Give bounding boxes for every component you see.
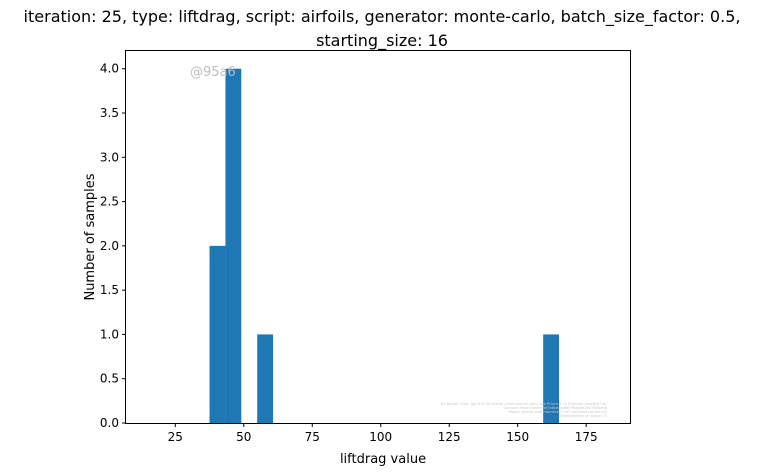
y-axis-label: Number of samples [83, 173, 98, 300]
watermark-text: @95a6 [190, 65, 236, 80]
histogram-bar-1 [225, 68, 242, 423]
fine-print-line: Contact: 9ftaf7eaeeeiAe7b8sedaaf8f7f8e48… [504, 406, 608, 410]
x-axis-ticks: 25 50 75 100 125 150 175 [168, 423, 598, 444]
x-tick-label: 100 [369, 430, 392, 444]
x-tick-label: 125 [438, 430, 461, 444]
bars-group [209, 68, 560, 423]
plot-frame [125, 50, 631, 424]
fine-print-line: By Daniel Olsen (ge 6.0754 dkinsl) u tse… [441, 402, 607, 406]
y-tick-label: 4.0 [100, 62, 119, 76]
x-tick-label: 25 [168, 430, 183, 444]
histogram-bar-0 [209, 245, 226, 423]
x-tick-label: 150 [506, 430, 529, 444]
y-axis-ticks: 0.0 0.5 1.0 1.5 2.0 2.5 3.0 3.5 4.0 [100, 62, 126, 430]
x-tick-label: 75 [305, 430, 320, 444]
x-tick-label: 50 [236, 430, 251, 444]
fine-print-line: Ehdmkemeer on Sappr-25 [560, 414, 607, 418]
fine-print-block: By Daniel Olsen (ge 6.0754 dkinsl) u tse… [441, 402, 608, 418]
y-tick-label: 0.5 [100, 372, 119, 386]
x-tick-label: 175 [575, 430, 598, 444]
y-tick-label: 3.5 [100, 106, 119, 120]
y-tick-label: 2.0 [100, 239, 119, 253]
y-tick-label: 0.0 [100, 416, 119, 430]
y-tick-label: 1.0 [100, 327, 119, 341]
fine-print-line: Pages: github.com.mbmkce07.9f7 (a0/Leam-… [509, 410, 608, 414]
y-tick-label: 2.5 [100, 195, 119, 209]
y-tick-label: 3.0 [100, 150, 119, 164]
chart-title-line2: starting_size: 16 [316, 31, 448, 51]
histogram-bar-2 [257, 334, 274, 423]
y-tick-label: 1.5 [100, 283, 119, 297]
x-axis-label: liftdrag value [340, 452, 426, 467]
chart-title-line1: iteration: 25, type: liftdrag, script: a… [24, 7, 741, 27]
histogram-bar-3 [543, 334, 560, 423]
